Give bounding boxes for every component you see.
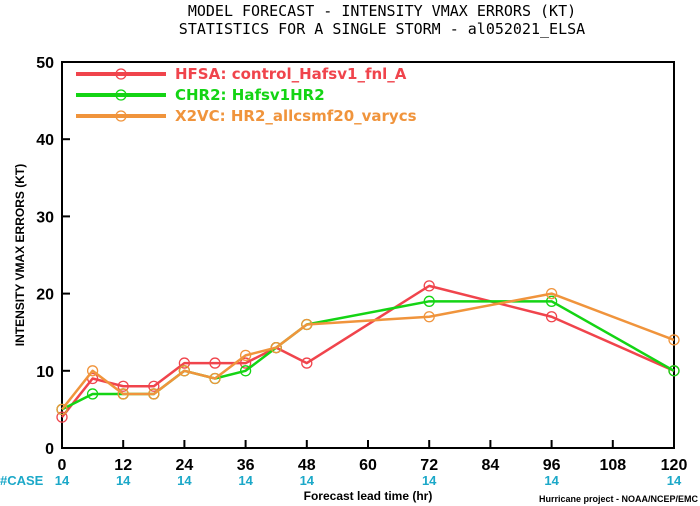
x-tick-label: 24 xyxy=(176,457,194,474)
data-point xyxy=(423,311,435,323)
x-axis-label: Forecast lead time (hr) xyxy=(304,489,433,503)
data-point xyxy=(239,357,252,369)
data-point xyxy=(301,357,313,369)
data-point xyxy=(56,411,68,423)
series-line-2 xyxy=(61,292,675,411)
legend-marker xyxy=(115,68,127,80)
data-point xyxy=(423,280,435,292)
legend-marker xyxy=(115,110,127,122)
data-point xyxy=(178,365,191,377)
x-tick-label: 72 xyxy=(420,457,438,474)
case-count: 14 xyxy=(177,473,192,488)
y-tick-label: 0 xyxy=(45,441,54,458)
case-label: #CASE xyxy=(0,473,44,488)
case-count: 14 xyxy=(55,473,70,488)
y-tick-label: 30 xyxy=(36,209,54,226)
x-tick-label: 120 xyxy=(661,457,688,474)
case-count: 14 xyxy=(544,473,559,488)
credit-text: Hurricane project - NOAA/NCEP/EMC xyxy=(539,494,699,504)
case-count: 14 xyxy=(667,473,682,488)
case-count: 14 xyxy=(238,473,253,488)
case-count: 14 xyxy=(422,473,437,488)
y-axis-label: INTENSITY VMAX ERRORS (KT) xyxy=(13,164,27,346)
data-point xyxy=(545,295,558,307)
x-tick-label: 84 xyxy=(482,457,500,474)
data-point xyxy=(545,287,558,300)
chart-subtitle: STATISTICS FOR A SINGLE STORM - al052021… xyxy=(179,20,585,38)
legend-label: HFSA: control_Hafsv1_fnl_A xyxy=(175,65,407,83)
data-point xyxy=(423,295,435,307)
y-tick-label: 40 xyxy=(36,132,54,149)
data-point xyxy=(148,388,160,400)
data-point xyxy=(239,349,252,362)
x-tick-label: 48 xyxy=(298,457,316,474)
data-point xyxy=(178,357,191,369)
x-tick-label: 96 xyxy=(543,457,561,474)
data-point xyxy=(117,388,129,400)
legend-label: CHR2: Hafsv1HR2 xyxy=(175,86,325,104)
data-point xyxy=(668,334,680,346)
data-point xyxy=(270,341,282,354)
x-tick-label: 60 xyxy=(359,457,377,474)
data-point xyxy=(117,380,129,392)
data-point xyxy=(86,365,99,377)
y-tick-label: 10 xyxy=(36,364,54,381)
data-point xyxy=(239,365,252,377)
data-point xyxy=(56,403,68,416)
legend: HFSA: control_Hafsv1_fnl_A CHR2: Hafsv1HR… xyxy=(76,65,417,125)
data-point xyxy=(668,365,680,377)
x-tick-label: 12 xyxy=(114,457,132,474)
x-tick-label: 108 xyxy=(599,457,626,474)
data-point xyxy=(301,318,313,331)
y-tick-label: 50 xyxy=(36,55,54,72)
case-count: 14 xyxy=(300,473,315,488)
case-count: 14 xyxy=(116,473,131,488)
x-tick-label: 0 xyxy=(58,457,67,474)
legend-marker xyxy=(115,89,127,101)
data-point xyxy=(545,311,558,323)
legend-label: X2VC: HR2_allcsmf20_varycs xyxy=(175,107,417,125)
data-point xyxy=(209,357,221,369)
plot-area: 0 12 24 36 48 60 72 84 96 108 120 0 10 20 30 40 50 14 14 14… xyxy=(36,55,687,488)
y-tick-label: 20 xyxy=(36,287,54,304)
data-point xyxy=(148,380,160,392)
chart-title: MODEL FORECAST - INTENSITY VMAX ERRORS (… xyxy=(188,2,576,20)
data-point xyxy=(86,388,99,400)
x-tick-label: 36 xyxy=(237,457,255,474)
data-point xyxy=(209,372,221,385)
